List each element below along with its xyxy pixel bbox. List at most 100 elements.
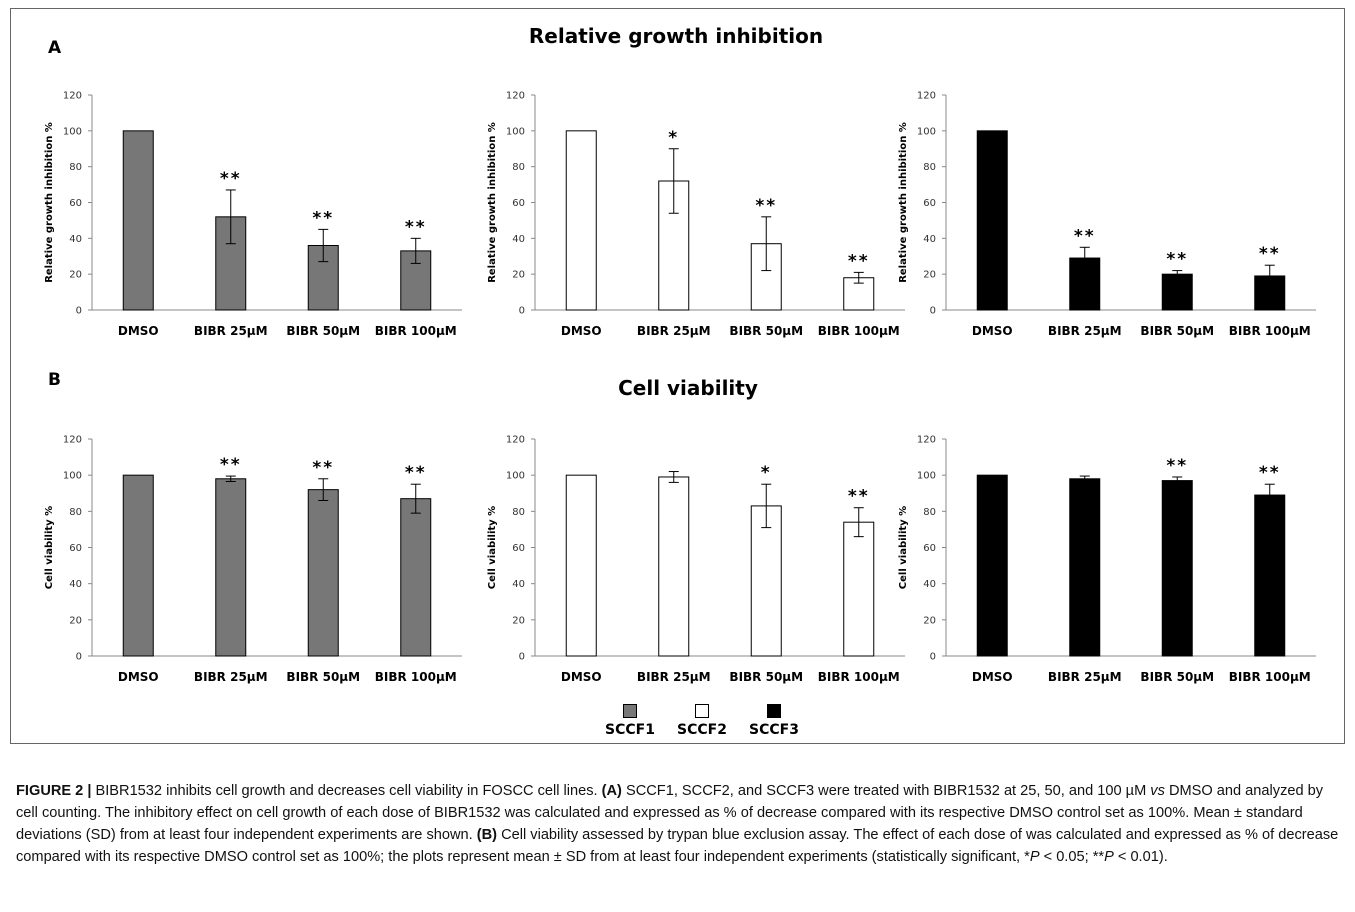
x-tick-label-bibr-25-m: BIBR 25µM: [637, 670, 711, 684]
y-tick-label: 20: [69, 270, 82, 281]
legend-item-sccf2: SCCF2: [667, 704, 737, 738]
x-tick-label-dmso: DMSO: [118, 324, 159, 338]
caption-p-symbol-2: P: [1104, 849, 1114, 865]
x-tick-label-bibr-100-m: BIBR 100µM: [375, 324, 457, 338]
x-tick-label-dmso: DMSO: [561, 324, 602, 338]
figure-caption: FIGURE 2 | BIBR1532 inhibits cell growth…: [16, 780, 1341, 868]
legend-item-sccf3: SCCF3: [739, 704, 809, 738]
y-axis-title: Relative growth inhibition %: [898, 122, 909, 283]
y-axis-title: Cell viability %: [487, 506, 498, 589]
y-tick-label: 100: [917, 126, 936, 137]
y-tick-label: 40: [923, 579, 936, 590]
y-tick-label: 100: [63, 471, 82, 482]
chart-growth-sccf1: 0 20 40 60 80 100 120 Relative growth inhibitio…: [44, 91, 462, 338]
caption-vs: vs: [1150, 783, 1165, 799]
y-tick-label: 20: [923, 615, 936, 626]
y-tick-label: 20: [69, 615, 82, 626]
x-tick-label-dmso: DMSO: [972, 670, 1013, 684]
x-tick-label-bibr-50-m: BIBR 50µM: [729, 324, 803, 338]
y-tick-label: 60: [923, 198, 936, 209]
x-tick-label-bibr-50-m: BIBR 50µM: [286, 670, 360, 684]
caption-p-symbol-1: P: [1029, 849, 1040, 865]
y-tick-label: 60: [69, 543, 82, 554]
bar-dmso: [976, 130, 1008, 311]
legend: SCCF1 SCCF2 SCCF3: [595, 704, 815, 748]
x-tick-label-bibr-25-m: BIBR 25µM: [637, 324, 711, 338]
significance-marker: **: [848, 487, 870, 507]
y-tick-label: 0: [519, 652, 525, 663]
significance-marker: **: [848, 251, 870, 271]
caption-text-5: < 0.05; **: [1039, 849, 1105, 865]
bar-dmso: [976, 474, 1008, 657]
bar-dmso: [122, 130, 154, 311]
significance-marker: **: [1166, 250, 1188, 270]
y-tick-label: 0: [519, 306, 525, 317]
significance-marker: **: [1074, 226, 1096, 246]
y-tick-label: 120: [506, 435, 525, 446]
y-tick-label: 0: [76, 652, 82, 663]
significance-marker: **: [755, 196, 777, 216]
bar-bibr-25-m: [215, 478, 247, 657]
y-tick-label: 0: [930, 306, 936, 317]
y-tick-label: 40: [512, 234, 525, 245]
bar-bibr-50-m: [307, 489, 339, 657]
legend-swatch-sccf1: [623, 704, 637, 718]
y-axis-title: Cell viability %: [898, 506, 909, 589]
y-axis-title: Cell viability %: [44, 506, 55, 589]
y-tick-label: 20: [512, 615, 525, 626]
bar-bibr-25-m: [658, 476, 690, 657]
bar-bibr-50-m: [1161, 480, 1193, 657]
y-tick-label: 20: [512, 270, 525, 281]
bar-bibr-100-m: [400, 498, 432, 657]
significance-marker: **: [405, 463, 427, 483]
y-tick-label: 80: [923, 507, 936, 518]
x-tick-label-bibr-100-m: BIBR 100µM: [375, 670, 457, 684]
panel-b-letter: B: [48, 370, 61, 390]
legend-item-sccf1: SCCF1: [595, 704, 665, 738]
chart-growth-sccf2: 0 20 40 60 80 100 120 Relative growth inhibitio…: [487, 91, 905, 338]
y-axis-title: Relative growth inhibition %: [487, 122, 498, 283]
x-tick-label-bibr-25-m: BIBR 25µM: [1048, 324, 1122, 338]
y-tick-label: 20: [923, 270, 936, 281]
y-axis-title: Relative growth inhibition %: [44, 122, 55, 283]
legend-label-sccf3: SCCF3: [749, 722, 799, 738]
bar-dmso: [122, 474, 154, 657]
legend-label-sccf2: SCCF2: [677, 722, 727, 738]
caption-text-1: BIBR1532 inhibits cell growth and decrea…: [91, 783, 602, 799]
x-tick-label-bibr-100-m: BIBR 100µM: [818, 324, 900, 338]
chart-viability-sccf2: 0 20 40 60 80 100 120 Cell viability % DMSO BIBR …: [487, 435, 905, 684]
y-tick-label: 80: [69, 162, 82, 173]
y-tick-label: 40: [69, 579, 82, 590]
x-tick-label-bibr-50-m: BIBR 50µM: [1140, 670, 1214, 684]
y-tick-label: 40: [512, 579, 525, 590]
significance-marker: **: [220, 455, 242, 475]
significance-marker: **: [312, 208, 334, 228]
bar-bibr-50-m: [750, 505, 782, 657]
significance-marker: *: [668, 128, 679, 148]
x-tick-label-bibr-25-m: BIBR 25µM: [1048, 670, 1122, 684]
caption-panel-a-label: (A): [601, 783, 622, 799]
y-tick-label: 100: [63, 126, 82, 137]
x-tick-label-dmso: DMSO: [972, 324, 1013, 338]
significance-marker: *: [761, 463, 772, 483]
legend-swatch-sccf3: [767, 704, 781, 718]
caption-panel-b-label: (B): [476, 827, 498, 843]
x-tick-label-bibr-25-m: BIBR 25µM: [194, 324, 268, 338]
x-tick-label-bibr-100-m: BIBR 100µM: [1229, 670, 1311, 684]
y-tick-label: 60: [512, 198, 525, 209]
x-tick-label-bibr-50-m: BIBR 50µM: [1140, 324, 1214, 338]
y-tick-label: 40: [923, 234, 936, 245]
panel-a-letter: A: [48, 38, 62, 58]
y-tick-label: 60: [512, 543, 525, 554]
chart-viability-sccf1: 0 20 40 60 80 100 120 Cell viability % DMSO ** BIB…: [44, 435, 462, 684]
y-tick-label: 120: [917, 435, 936, 446]
bar-dmso: [565, 130, 597, 311]
caption-figure-label: FIGURE 2 |: [16, 783, 92, 799]
significance-marker: **: [312, 458, 334, 478]
y-tick-label: 100: [506, 126, 525, 137]
significance-marker: **: [1166, 456, 1188, 476]
bar-dmso: [565, 474, 597, 657]
significance-marker: **: [1259, 244, 1281, 264]
x-tick-label-dmso: DMSO: [118, 670, 159, 684]
y-tick-label: 80: [512, 507, 525, 518]
